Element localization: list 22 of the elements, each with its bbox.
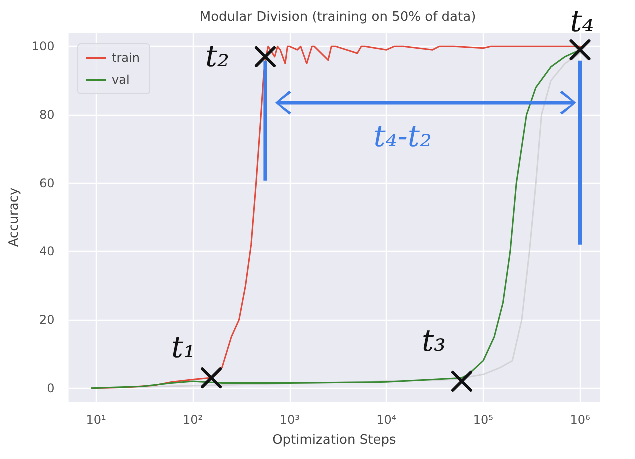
y-tick-label: 0 bbox=[47, 381, 55, 396]
legend-label: val bbox=[112, 73, 130, 87]
x-tick-label: 10⁶ bbox=[570, 413, 590, 427]
x-tick-label: 10⁵ bbox=[473, 413, 494, 427]
x-tick-label: 10⁴ bbox=[376, 413, 397, 427]
annotation: t₄ bbox=[570, 4, 594, 40]
annotation: t₄-t₂ bbox=[374, 119, 432, 154]
legend-label: train bbox=[112, 51, 140, 65]
y-tick-label: 40 bbox=[40, 244, 55, 259]
x-tick-label: 10¹ bbox=[86, 413, 107, 427]
y-tick-label: 20 bbox=[40, 313, 55, 327]
annotation: t₃ bbox=[422, 324, 446, 359]
annotation: t₂ bbox=[206, 39, 230, 74]
annotation: t₁ bbox=[172, 330, 196, 366]
chart-title: Modular Division (training on 50% of data) bbox=[200, 10, 476, 25]
x-tick-label: 10² bbox=[183, 413, 204, 427]
y-tick-label: 60 bbox=[40, 176, 55, 190]
y-tick-label: 80 bbox=[40, 108, 55, 122]
y-tick-label: 100 bbox=[32, 40, 55, 54]
x-tick-label: 10³ bbox=[280, 413, 300, 427]
y-axis-title: Accuracy bbox=[7, 188, 22, 248]
x-axis-title: Optimization Steps bbox=[272, 433, 396, 448]
